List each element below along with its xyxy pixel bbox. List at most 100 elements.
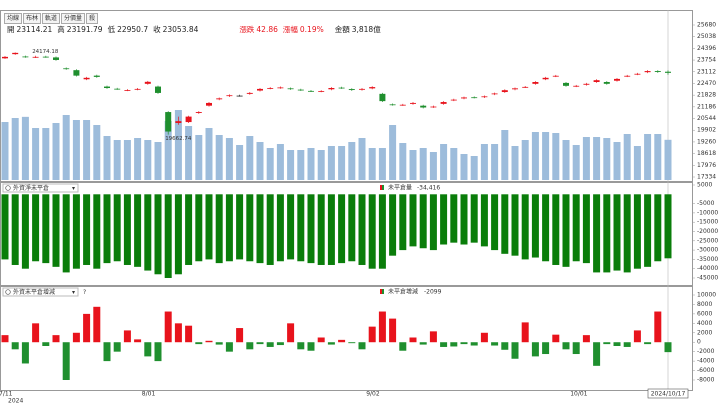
candle-body	[512, 88, 518, 90]
volume-bar	[185, 126, 193, 180]
bar	[348, 342, 356, 344]
volume-bar	[368, 148, 376, 180]
settings-icon[interactable]	[5, 185, 11, 191]
bar	[164, 311, 172, 343]
quote-value: 42.86	[256, 25, 278, 34]
quote-item: 開 23114.21	[7, 25, 52, 34]
y-tick-label: 4000	[697, 320, 712, 327]
bar	[338, 194, 346, 264]
bar	[358, 194, 366, 265]
bar	[21, 194, 29, 269]
bar	[633, 194, 641, 269]
bar	[450, 194, 458, 243]
bar	[93, 194, 101, 269]
y-tick-label: -6000	[697, 367, 715, 374]
volume-bar	[93, 125, 101, 180]
quote-label: 低	[107, 25, 116, 34]
bar	[236, 328, 244, 343]
bar	[297, 194, 305, 262]
bar	[368, 194, 376, 269]
quote-label: 開	[7, 25, 15, 34]
volume-bar	[154, 142, 162, 180]
bar	[389, 318, 397, 343]
quote-label: 高	[57, 25, 65, 34]
y-tick-label: 2000	[697, 329, 712, 336]
bar	[613, 194, 621, 271]
volume-bar	[317, 150, 325, 180]
y-tick-label: 19260	[697, 138, 716, 145]
candle-body	[287, 88, 294, 90]
candle-body	[654, 71, 661, 72]
candle-body	[420, 105, 427, 108]
volume-bar	[429, 152, 437, 180]
help-icon[interactable]: ?	[83, 289, 86, 296]
candle-body	[328, 88, 335, 90]
y-tick-label: 20544	[697, 115, 716, 122]
candle-body	[93, 75, 100, 77]
bar	[470, 342, 478, 346]
y-tick-label: 22470	[697, 80, 716, 87]
high-annotation: 24174.18	[32, 49, 59, 55]
volume-bar	[531, 132, 539, 180]
bar	[409, 194, 417, 247]
volume-bar	[419, 148, 427, 180]
candle-body	[277, 87, 284, 89]
bar	[378, 311, 386, 343]
y-tick-label: 25680	[697, 22, 716, 29]
volume-bar	[32, 128, 40, 180]
volume-bar	[103, 136, 111, 180]
bar	[215, 194, 223, 264]
candle-body	[257, 88, 263, 91]
bar	[654, 311, 662, 343]
tab[interactable]: 軌道	[42, 13, 61, 24]
bar	[562, 194, 570, 267]
bar	[654, 194, 662, 262]
y-tick-label: -2000	[697, 348, 715, 355]
candle-body	[318, 91, 325, 92]
tab[interactable]: 布林	[23, 13, 42, 24]
bar	[327, 194, 335, 265]
quote-item: 低 22950.7	[108, 25, 149, 34]
bar	[307, 342, 315, 351]
legend-icon	[380, 289, 382, 294]
bar	[582, 194, 590, 264]
candle-body	[104, 86, 110, 89]
bar	[21, 342, 29, 364]
tab[interactable]: 均線	[4, 13, 23, 24]
bar	[460, 342, 468, 345]
candle-body	[389, 104, 396, 106]
volume-bar	[21, 116, 29, 180]
candle-body	[501, 90, 508, 93]
quote-item: 收 23053.84	[153, 25, 198, 34]
bar	[154, 194, 162, 275]
bar	[266, 342, 274, 347]
tab[interactable]: 分價量	[61, 13, 86, 24]
bar	[542, 342, 550, 355]
x-tick-label: 8/01	[142, 391, 156, 398]
y-tick-label: -35000	[697, 256, 718, 263]
bar	[623, 194, 631, 273]
settings-icon[interactable]	[5, 289, 11, 295]
panel-selector[interactable]	[2, 287, 79, 297]
bar	[72, 194, 80, 269]
volume-bar	[501, 130, 509, 180]
bar	[11, 194, 19, 265]
volume-bar	[246, 136, 254, 180]
bar	[83, 313, 91, 343]
candle-body	[216, 98, 223, 100]
candle-body	[165, 112, 172, 132]
candle-body	[22, 56, 29, 58]
volume-bar	[297, 150, 305, 180]
quote-value: 3,818億	[351, 25, 381, 34]
candle-body	[614, 78, 620, 81]
y-tick-label: 24396	[697, 45, 716, 52]
bar	[174, 194, 182, 275]
toolbar: 均線 布林 軌道 分價量殺	[4, 13, 99, 24]
tab[interactable]: 殺	[86, 13, 99, 24]
bar	[174, 323, 182, 343]
bar	[246, 342, 254, 350]
bar	[593, 194, 601, 273]
volume-bar	[134, 138, 142, 180]
panel-selector[interactable]	[2, 183, 79, 193]
